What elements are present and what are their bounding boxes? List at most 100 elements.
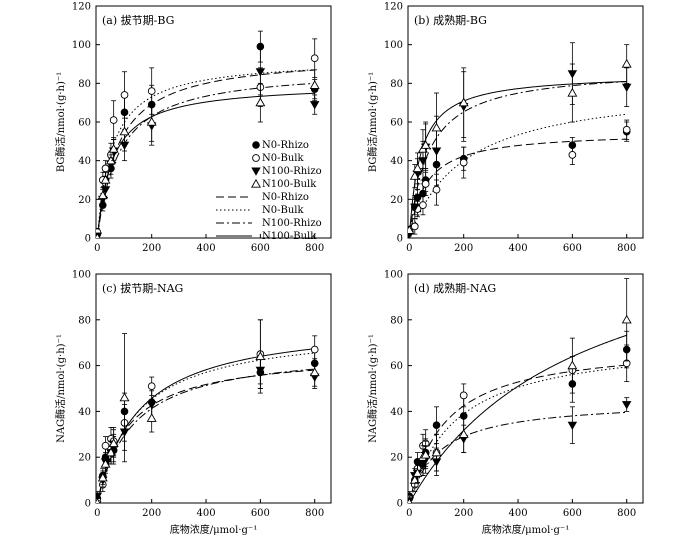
data-point [310,345,319,354]
chart-panel-3: 0 200 400 600 800 0 20 40 60 80 100 (d) 成熟期-NAG NAG酶… [366,270,644,536]
y-tick-label: 20 [390,453,403,464]
y-tick-label: 100 [72,270,91,281]
legend-label: N100-Bulk [262,231,317,242]
data-point [459,391,468,400]
data-point [108,438,119,448]
data-point [408,225,415,234]
x-axis-label: 底物浓度/μmol·g⁻¹ [482,523,569,536]
data-point [622,125,631,134]
data-point [621,314,632,324]
panel-title: (c) 拔节期-NAG [102,281,183,295]
chart-panel-2: 0 200 400 600 800 0 20 40 60 80 100 (c) 拔节期-NAG NAG酶… [54,270,332,536]
fit-curve-n100-bulk [408,80,627,238]
y-tick-label: 100 [384,40,403,51]
x-tick-label: 0 [94,243,100,254]
axes-frame [407,5,644,239]
data-point [409,474,420,484]
legend-label: N0-Bulk [262,205,304,216]
data-point [100,458,111,468]
x-tick-label: 0 [94,508,100,519]
data-point [410,203,420,212]
series-n100-bulk [408,44,632,235]
x-axis-label: 底物浓度/μmol·g⁻¹ [170,523,257,536]
legend-label: N0-Rhizo [262,192,309,203]
legend-marker [251,167,261,176]
series-n100-rhizo [96,356,320,502]
legend-label: N100-Rhizo [262,218,322,229]
fit-curve-n0-bulk [408,366,627,503]
y-tick-label: 0 [85,499,91,510]
y-tick-label: 40 [390,407,403,418]
x-tick-label: 0 [406,243,412,254]
x-tick-label: 800 [305,508,324,519]
fit-curve-n100-rhizo [96,368,315,503]
data-point [109,116,118,124]
x-tick-label: 600 [563,243,582,254]
legend-label: N0-Rhizo [262,140,309,151]
data-point [119,392,130,402]
y-tick-label: 120 [72,2,91,13]
y-tick-label: 0 [85,234,91,245]
data-point [459,158,468,167]
fit-curve-n100-rhizo [408,411,627,503]
data-point [108,143,119,153]
series-n0-rhizo [408,121,631,237]
y-tick-label: 60 [390,361,403,372]
data-point [567,87,578,97]
data-point [119,126,130,136]
x-tick-label: 400 [508,243,527,254]
data-point [420,140,431,149]
series-n100-bulk [96,69,320,238]
panel-title: (d) 成熟期-NAG [414,281,496,295]
x-tick-label: 600 [563,508,582,519]
x-tick-label: 600 [251,508,270,519]
data-point [146,116,157,126]
data-point [97,472,108,482]
chart-panel-1: 0 200 400 600 800 0 20 40 60 80 100 120 (b) 成熟期-BG BG… [366,2,644,254]
y-tick-label: 100 [384,270,403,281]
data-point [458,97,469,107]
x-tick-label: 800 [305,243,324,254]
y-tick-label: 80 [390,315,403,326]
data-point [432,421,441,429]
data-point [255,351,266,361]
y-tick-label: 60 [78,361,91,372]
data-point [567,421,578,430]
x-tick-label: 800 [617,508,636,519]
fit-curve-n0-rhizo [408,138,627,238]
y-axis-label: NAG酶活/nmol·(g·h)⁻¹ [366,334,379,443]
data-point [120,91,129,99]
series-n100-bulk [408,278,632,503]
data-point [309,80,320,89]
y-tick-label: 80 [390,79,403,90]
y-axis-label: NAG酶活/nmol·(g·h)⁻¹ [54,334,67,443]
data-point [147,382,156,391]
series-n0-bulk [410,119,631,235]
y-tick-label: 20 [78,195,91,206]
fit-curve-n0-rhizo [408,364,627,503]
series-n0-rhizo [408,330,631,502]
panel-title: (a) 拔节期-BG [102,13,174,27]
data-point [101,441,110,450]
data-point [101,164,110,173]
data-point [567,360,578,370]
y-tick-label: 20 [390,195,403,206]
axes-frame [95,5,332,239]
data-point [255,68,266,77]
legend-marker [252,141,260,149]
x-tick-label: 800 [617,243,636,254]
y-tick-label: 120 [384,2,403,13]
data-point [432,185,441,194]
y-tick-label: 60 [390,118,403,129]
fit-curve-n100-rhizo [96,82,315,238]
data-point [105,155,116,165]
x-tick-label: 400 [196,508,215,519]
fit-curve-n100-bulk [96,92,315,238]
series-n100-rhizo [408,42,632,238]
data-point [408,497,413,503]
y-tick-label: 60 [78,118,91,129]
x-tick-label: 600 [251,243,270,254]
legend-label: N0-Bulk [262,153,304,164]
x-tick-label: 400 [508,508,527,519]
